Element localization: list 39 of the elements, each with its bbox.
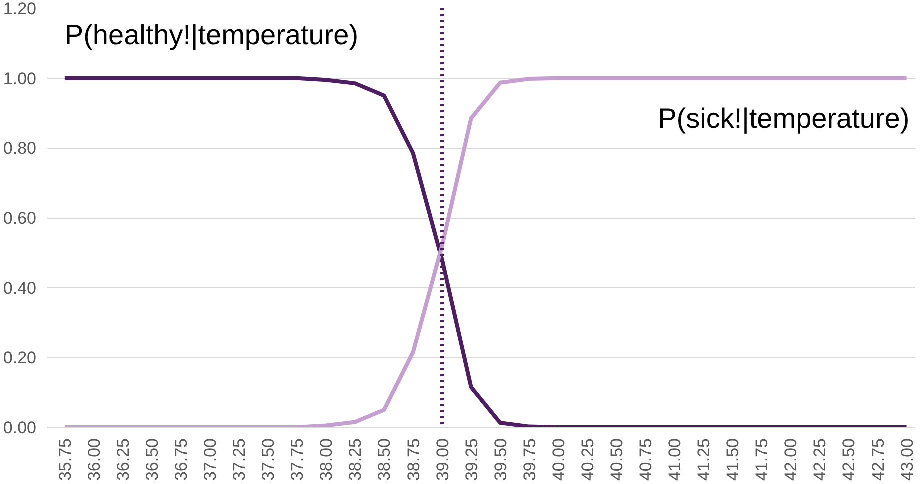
x-tick-label: 40.00 — [549, 438, 568, 482]
x-tick-label: 38.25 — [346, 438, 366, 482]
x-tick-label: 42.75 — [868, 438, 888, 482]
x-tick-label: 43.00 — [898, 438, 917, 482]
x-tick-label: 38.75 — [404, 438, 424, 482]
x-tick-label: 37.25 — [230, 438, 250, 482]
x-tick-label: 35.75 — [56, 438, 75, 482]
x-tick-label: 36.50 — [143, 438, 162, 482]
y-tick-label: 0.00 — [3, 418, 37, 438]
x-tick-label: 39.25 — [462, 438, 482, 482]
x-tick-label: 38.50 — [375, 438, 394, 482]
x-tick-label: 42.00 — [782, 438, 801, 482]
x-tick-label: 40.25 — [578, 438, 598, 482]
y-tick-label: 1.00 — [3, 69, 37, 88]
x-tick-label: 41.25 — [694, 438, 714, 482]
x-tick-label: 39.00 — [433, 438, 452, 482]
x-tick-label: 38.00 — [317, 438, 336, 482]
x-tick-label: 36.25 — [114, 438, 133, 482]
x-tick-label: 42.25 — [810, 438, 830, 482]
x-tick-label: 41.00 — [666, 438, 685, 482]
x-tick-label: 41.50 — [724, 438, 743, 482]
x-tick-label: 39.75 — [520, 438, 540, 482]
x-tick-label: 37.00 — [201, 438, 220, 482]
annotation: P(sick!|temperature) — [658, 103, 910, 134]
x-tick-label: 41.75 — [752, 438, 772, 482]
annotation: P(healthy!|temperature) — [64, 19, 359, 50]
x-tick-label: 36.75 — [172, 438, 192, 482]
x-tick-label: 37.50 — [259, 438, 278, 482]
y-tick-label: 0.80 — [3, 139, 37, 158]
x-tick-label: 40.75 — [636, 438, 656, 482]
x-tick-label: 40.50 — [607, 438, 626, 482]
y-tick-label: 0.60 — [3, 209, 37, 228]
y-tick-label: 1.20 — [3, 0, 37, 18]
x-tick-label: 36.00 — [84, 438, 104, 482]
y-tick-label: 0.40 — [3, 278, 37, 298]
x-tick-label: 37.75 — [288, 438, 308, 482]
x-tick-label: 42.50 — [840, 438, 859, 482]
x-tick-label: 39.50 — [491, 438, 510, 482]
y-tick-label: 0.20 — [3, 348, 37, 368]
